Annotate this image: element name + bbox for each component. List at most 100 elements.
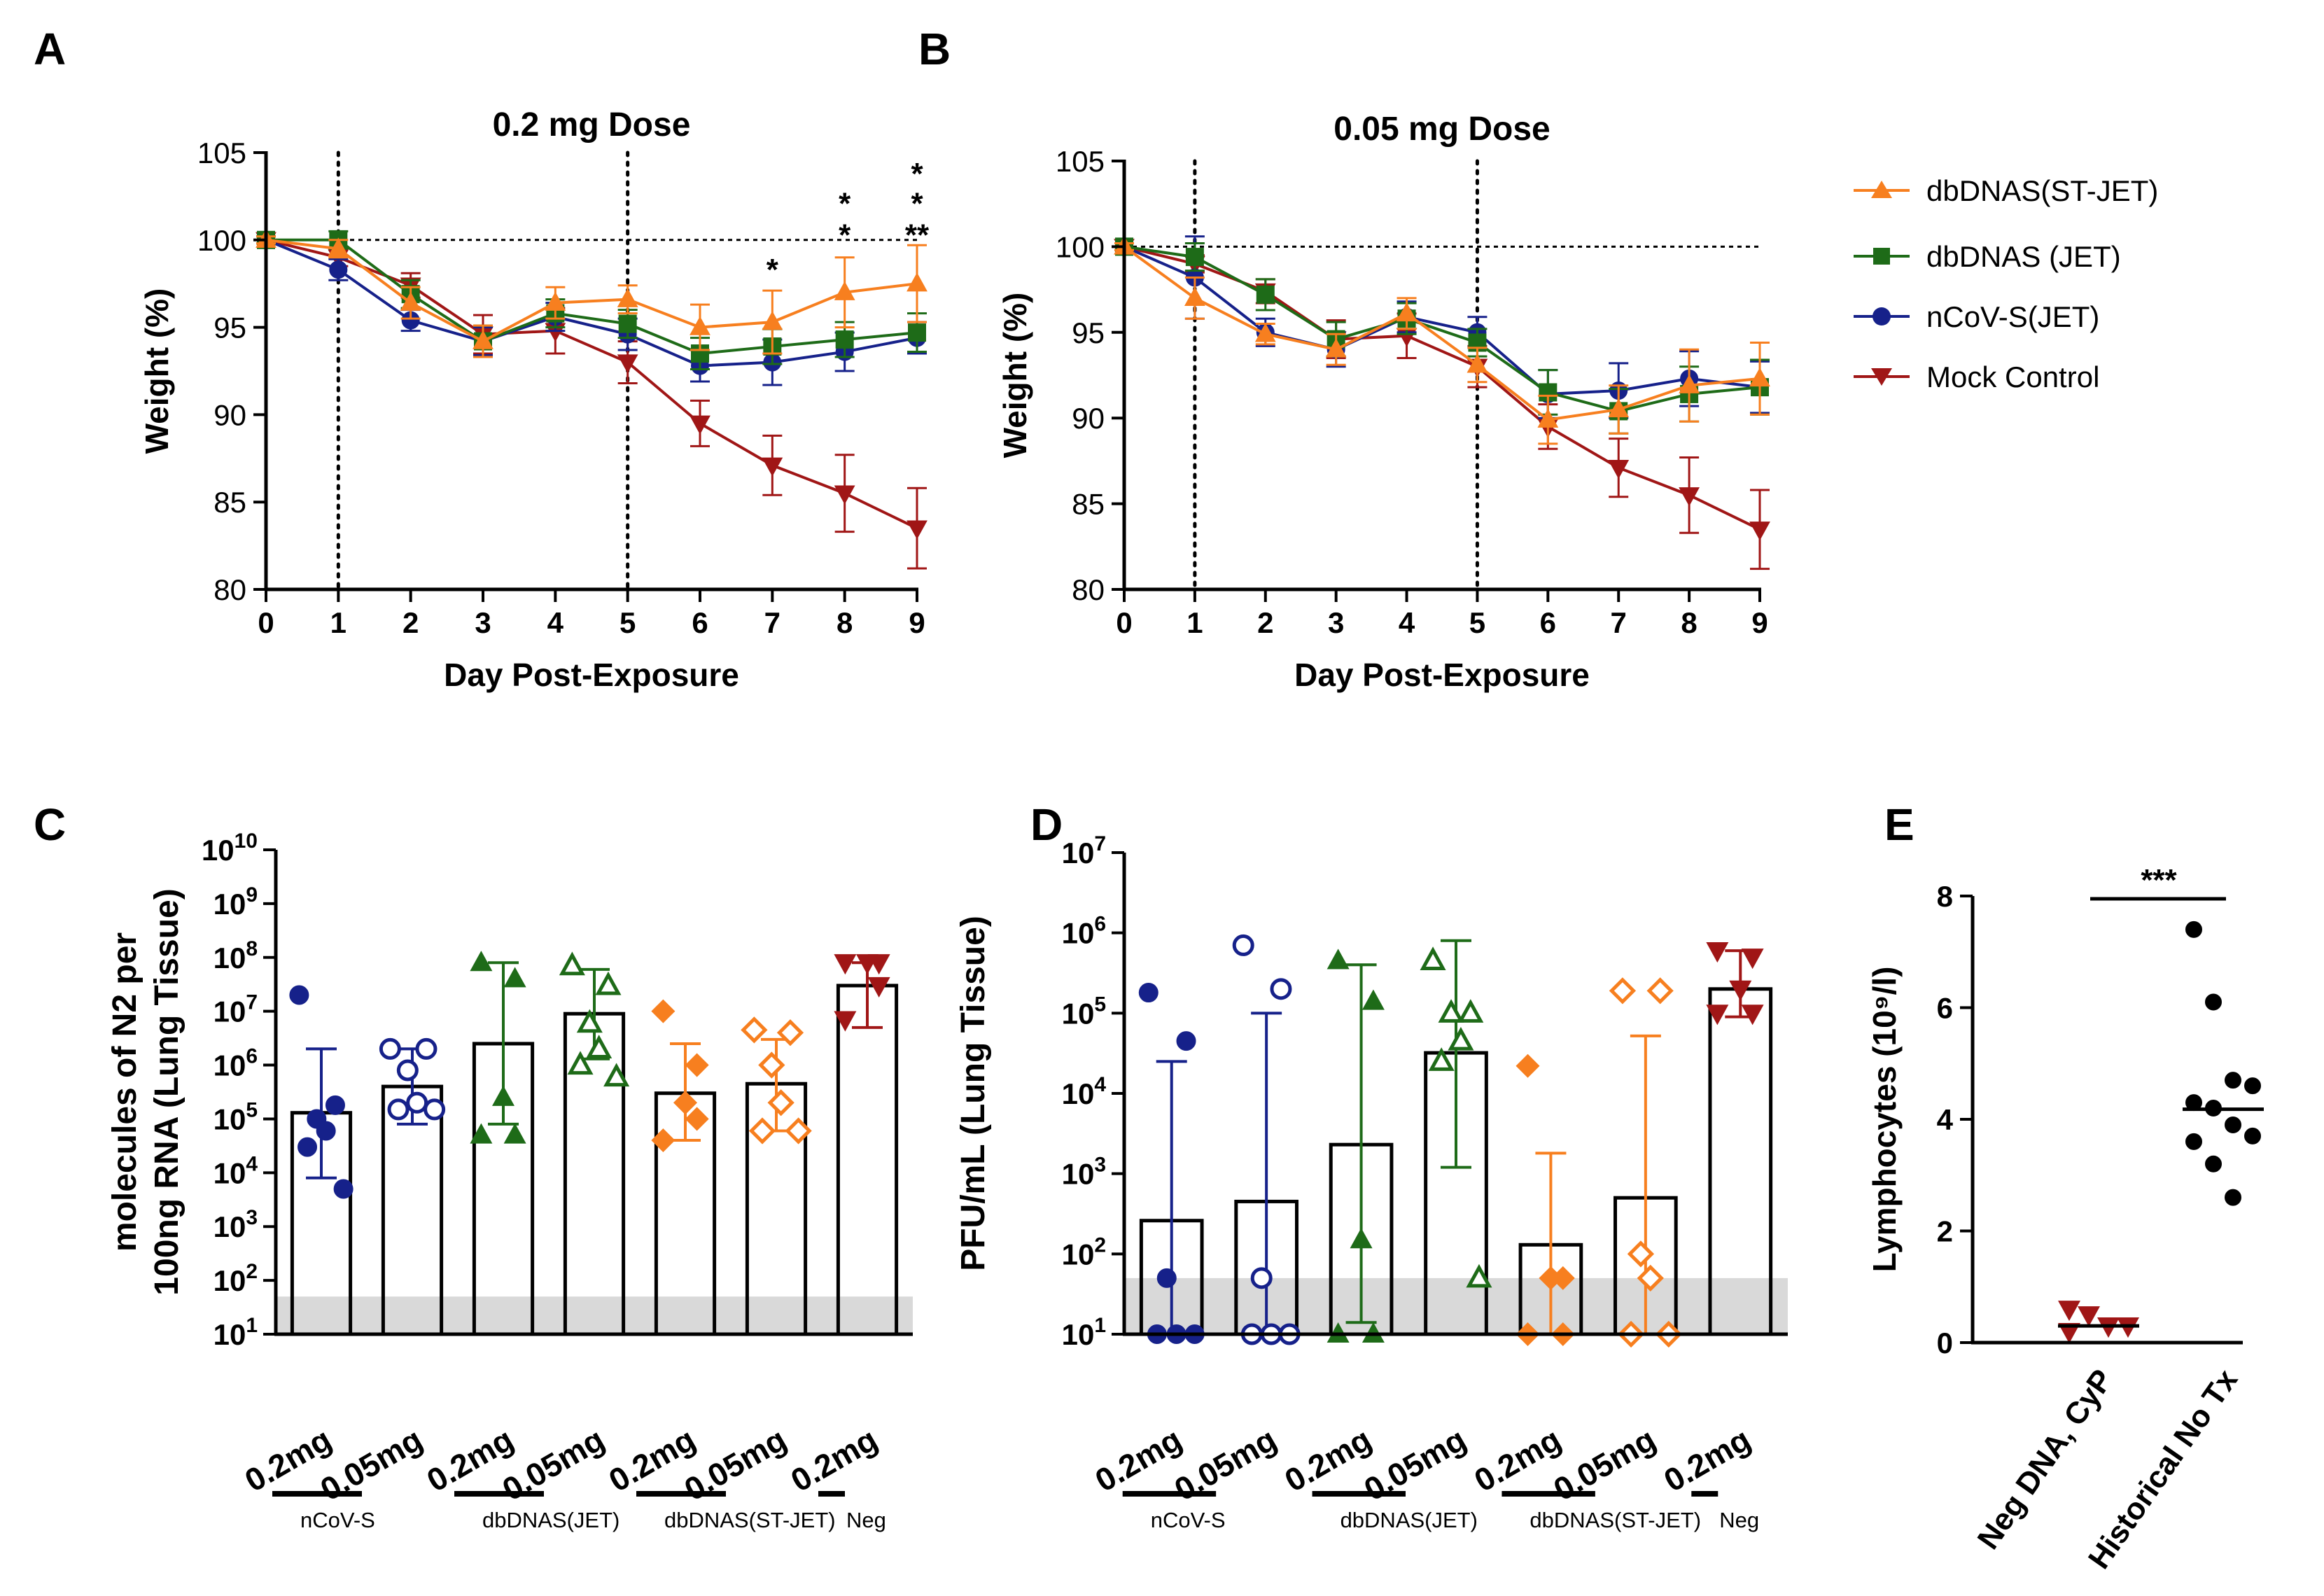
- data-point: [1537, 408, 1559, 428]
- x-tick-label: 7: [764, 606, 780, 639]
- data-point: [1420, 946, 1446, 970]
- y-tick-label: 80: [1072, 573, 1105, 606]
- x-tick-label: 5: [1469, 606, 1485, 639]
- data-point: [1741, 948, 1764, 969]
- series-line: [1124, 245, 1760, 531]
- y-tick-label: 106: [1062, 913, 1106, 950]
- x-tick-label: 4: [1399, 606, 1415, 639]
- data-point: [834, 485, 855, 505]
- y-tick-label: 105: [1062, 993, 1106, 1030]
- bar-group: [559, 951, 630, 1336]
- data-point: [503, 967, 526, 988]
- data-point: [685, 1053, 709, 1077]
- category-label: 0.2mg: [1278, 1421, 1377, 1499]
- data-point: [470, 951, 493, 972]
- bar-group: [1706, 942, 1773, 1336]
- data-point: [316, 1121, 336, 1141]
- data-point: [690, 316, 710, 335]
- category-label: 0.2mg: [1468, 1421, 1567, 1499]
- series: [1114, 235, 1770, 445]
- series-line: [1124, 245, 1760, 413]
- data-point: [1706, 1004, 1729, 1026]
- y-tick-label: 6: [1937, 992, 1953, 1025]
- x-tick-label: 0: [258, 606, 274, 639]
- significance-mark: **: [905, 218, 930, 252]
- y-axis-label: 100ng RNA (Lung Tissue): [148, 888, 186, 1295]
- data-point: [603, 1063, 630, 1087]
- y-tick-label: 2: [1937, 1215, 1953, 1248]
- data-point: [1232, 934, 1254, 956]
- data-point: [545, 291, 566, 311]
- x-tick-label: 6: [1540, 606, 1556, 639]
- y-tick-label: 109: [214, 883, 258, 920]
- data-point: [1466, 354, 1488, 373]
- legend-square-icon: [1873, 248, 1890, 265]
- series-line: [266, 238, 918, 356]
- group-label: dbDNAS(JET): [1340, 1508, 1478, 1532]
- data-point: [396, 1059, 419, 1082]
- y-tick-label: 85: [1072, 488, 1105, 521]
- group-label: dbDNAS(ST-JET): [1530, 1508, 1701, 1532]
- data-point: [567, 1051, 594, 1075]
- series-line: [265, 238, 918, 368]
- data-point: [472, 330, 493, 349]
- significance-mark: *: [911, 186, 923, 220]
- data-point: [2225, 1116, 2241, 1133]
- y-tick-label: 8: [1937, 880, 1953, 913]
- y-tick-label: 90: [214, 398, 246, 431]
- data-point: [1396, 302, 1418, 322]
- data-point: [776, 1019, 804, 1046]
- significance-mark: *: [911, 157, 923, 191]
- x-tick-label: 5: [620, 606, 636, 639]
- data-point: [1362, 989, 1385, 1010]
- x-tick-label: 1: [1186, 606, 1203, 639]
- x-tick-label: 7: [1611, 606, 1627, 639]
- x-tick-label: 2: [1257, 606, 1273, 639]
- y-tick-label: 103: [214, 1206, 258, 1243]
- data-point: [2185, 920, 2202, 938]
- data-point: [673, 1091, 698, 1115]
- data-point: [1438, 999, 1464, 1023]
- data-point: [400, 291, 421, 311]
- data-point: [559, 951, 585, 976]
- y-tick-label: 80: [214, 573, 246, 606]
- data-point: [2225, 1189, 2241, 1206]
- data-point: [328, 237, 349, 257]
- x-tick-label: 8: [1681, 606, 1697, 639]
- x-tick-label: 9: [1751, 606, 1768, 639]
- data-point: [758, 1051, 785, 1079]
- y-tick-label: 100: [1056, 230, 1105, 263]
- data-point: [906, 272, 927, 292]
- data-point: [1350, 1228, 1373, 1249]
- data-point: [2225, 1072, 2241, 1089]
- data-point: [617, 288, 638, 307]
- data-point: [492, 1085, 514, 1106]
- y-tick-label: 100: [197, 224, 246, 257]
- group-label: nCoV-S: [300, 1508, 375, 1532]
- series-line: [265, 238, 918, 343]
- data-point: [1646, 977, 1674, 1004]
- legend: dbDNAS(ST-JET) dbDNAS (JET) nCoV-S(JET) …: [1854, 174, 2158, 393]
- y-axis-label: Lymphocytes (10⁹/l): [1866, 967, 1903, 1273]
- data-point: [387, 1098, 410, 1121]
- data-point: [1609, 977, 1637, 1004]
- series: [1114, 239, 1770, 570]
- data-point: [325, 1095, 345, 1115]
- y-axis-label: Weight (%): [139, 288, 175, 454]
- significance-mark: *: [839, 218, 851, 252]
- bar-group: [379, 1037, 446, 1336]
- x-tick-label: 3: [1328, 606, 1344, 639]
- data-point: [762, 311, 783, 330]
- data-point: [298, 1137, 318, 1157]
- limit-of-detection-band: [276, 1296, 913, 1334]
- scatter-group: [2058, 1301, 2139, 1344]
- data-point: [576, 1009, 603, 1033]
- x-tick-label: 0: [1116, 606, 1132, 639]
- legend-triangle-up-icon: [1871, 181, 1892, 198]
- data-point: [1326, 948, 1350, 969]
- data-point: [2185, 1133, 2202, 1150]
- x-tick-label: 3: [475, 606, 491, 639]
